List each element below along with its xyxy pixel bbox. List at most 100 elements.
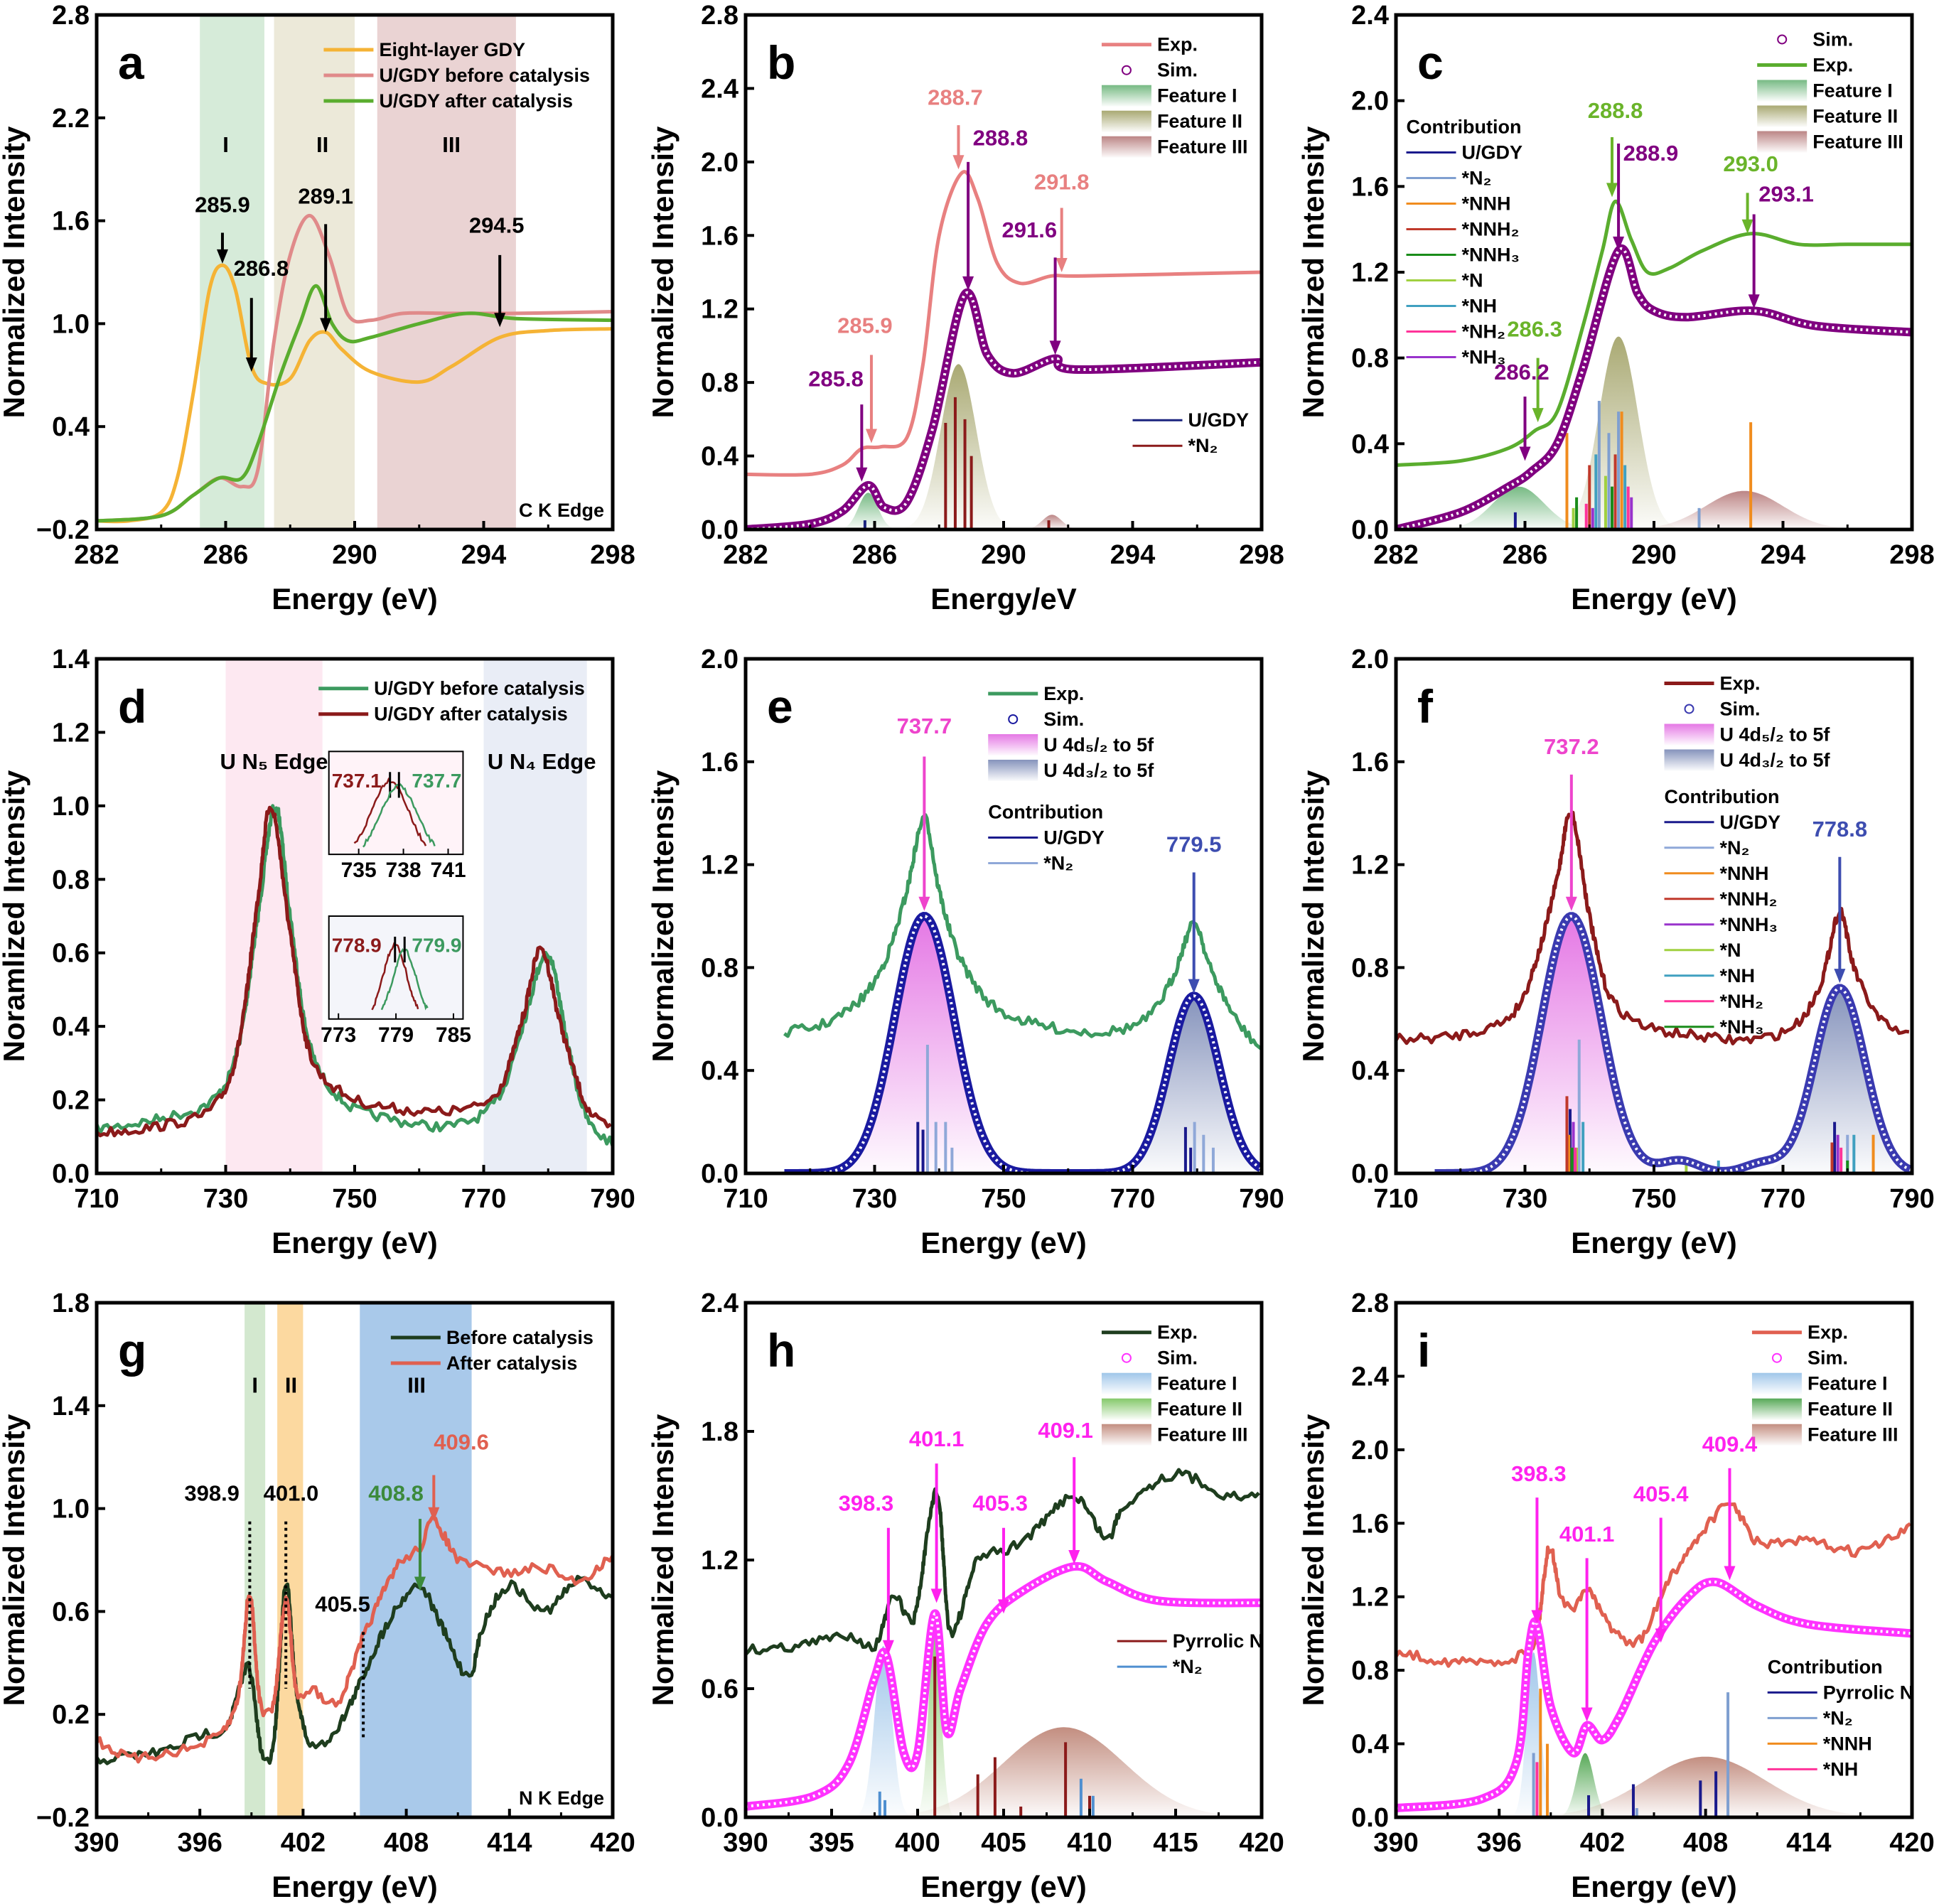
x-tick-label: 298	[1239, 540, 1284, 570]
plot-area	[1396, 810, 1912, 1173]
x-tick-label: 294	[1110, 540, 1155, 570]
y-tick-label: 0.0	[701, 1159, 738, 1189]
legend: Contribution U/GDY *N₂	[988, 801, 1105, 873]
panel-f: 737.2 778.8 710 730 750 770 790 0.0 0.4 0.8 1.2 1.6…	[1296, 645, 1935, 1259]
edge-label: C K Edge	[519, 500, 604, 521]
legend-gradient-swatch	[1101, 1398, 1151, 1420]
shaded-band	[225, 659, 323, 1173]
legend-label: *NNH₂	[1462, 219, 1520, 240]
inset-peak-label: 737.7	[412, 770, 461, 792]
legend-label: Exp.	[1157, 1322, 1198, 1343]
y-axis-label: Normalized Intensity	[646, 770, 680, 1062]
y-tick-label: 2.4	[701, 74, 738, 104]
feature-area	[849, 1646, 918, 1817]
y-tick-label: 2.0	[1351, 1436, 1389, 1465]
inset-tick-label: 773	[321, 1023, 356, 1047]
x-tick-label: 282	[74, 540, 119, 570]
annotation-label: 779.5	[1166, 832, 1222, 857]
panel-h: 398.3 401.1 405.3 409.1 390 395 400 405 410 415 42…	[646, 1289, 1284, 1903]
inset-plot: 735 738 741 737.1 737.7	[328, 751, 466, 882]
legend-label: Exp.	[1720, 672, 1761, 694]
legend-label: U 4d₅/₂ to 5f	[1720, 724, 1831, 745]
feature-area	[887, 364, 1030, 529]
x-tick-label: 402	[281, 1828, 326, 1858]
x-axis-label: Energy (eV)	[1571, 582, 1736, 615]
x-axis-label: Energy (eV)	[272, 1226, 437, 1259]
arrow-head-icon	[918, 896, 930, 911]
inset-peak-label: 737.1	[332, 770, 382, 792]
legend-gradient-swatch	[1751, 1424, 1802, 1446]
y-tick-label: −0.2	[36, 515, 90, 545]
exp-curve	[97, 284, 613, 523]
x-tick-label: 390	[74, 1828, 119, 1858]
x-tick-label: 298	[590, 540, 635, 570]
legend: Exp. Sim. Feature I Feature II Feature III	[1101, 1322, 1247, 1446]
feature-area	[805, 916, 1043, 1173]
y-tick-label: 0.2	[52, 1086, 90, 1116]
arrow-head-icon	[1724, 1566, 1736, 1581]
legend-label: Exp.	[1808, 1322, 1848, 1343]
legend-label: *NNH₃	[1462, 244, 1520, 266]
x-axis-label: Energy (eV)	[920, 1870, 1086, 1903]
y-tick-label: 2.4	[1351, 1, 1389, 31]
annotation-label: 291.6	[1002, 217, 1058, 242]
y-tick-label: 0.0	[701, 1803, 738, 1833]
annotation-label: I	[222, 132, 229, 157]
panel-c: 288.8 288.9 293.0 293.1 286.3 286.2 282 286 290 2…	[1296, 1, 1935, 615]
feature-area	[829, 493, 907, 529]
plot-area	[1396, 199, 1912, 529]
legend: Contribution Pyrrolic N *N₂ *NNH *NH	[1767, 1656, 1913, 1780]
legend-label: *NNH₃	[1720, 914, 1778, 935]
y-axis-label: Normalized Intensity	[0, 126, 31, 418]
x-tick-label: 420	[590, 1828, 635, 1858]
arrow-head-icon	[414, 1576, 426, 1591]
y-tick-label: −0.2	[36, 1803, 90, 1833]
arrow-head-icon	[428, 1507, 440, 1522]
x-tick-label: 290	[332, 540, 377, 570]
arrow-head-icon	[1613, 236, 1625, 251]
legend-label: Feature I	[1157, 85, 1237, 107]
arrow-head-icon	[1049, 340, 1061, 355]
x-tick-label: 790	[590, 1184, 635, 1214]
x-tick-label: 790	[1239, 1184, 1284, 1214]
y-tick-label: 0.8	[1351, 344, 1389, 374]
arrow-head-icon	[1741, 219, 1753, 234]
y-tick-label: 2.0	[701, 645, 738, 674]
inset-tick-label: 735	[341, 859, 377, 882]
x-tick-label: 770	[461, 1184, 506, 1214]
y-axis-label: Noramlized Intensity	[0, 770, 31, 1062]
legend-label: U/GDY after catalysis	[379, 90, 573, 112]
annotation-label: I	[252, 1373, 258, 1398]
y-tick-label: 0.4	[701, 442, 738, 472]
legend-gradient-swatch	[1757, 105, 1808, 127]
legend-label: Exp.	[1812, 54, 1853, 75]
legend-gradient-swatch	[1101, 85, 1151, 107]
legend-label: *NH₃	[1462, 347, 1506, 368]
legend: Pyrrolic N *N₂	[1117, 1630, 1264, 1677]
arrow-head-icon	[882, 1640, 894, 1655]
x-tick-label: 730	[1503, 1184, 1547, 1214]
x-tick-label: 286	[203, 540, 248, 570]
shaded-band	[200, 15, 264, 529]
panel-letter: d	[118, 680, 146, 733]
legend-gradient-swatch	[1757, 131, 1808, 153]
y-axis-label: Normalized Intensity	[1296, 126, 1330, 418]
y-tick-label: 1.6	[701, 221, 738, 251]
legend-label: *NNH	[1823, 1733, 1872, 1754]
annotation-label: 288.7	[928, 85, 983, 110]
legend-label: Feature II	[1808, 1399, 1893, 1420]
y-tick-label: 1.0	[52, 792, 90, 822]
sim-curve	[746, 288, 1262, 529]
annotation-label: 401.1	[909, 1426, 965, 1451]
legend-label: *N₂	[1462, 168, 1492, 189]
legend-label: *N₂	[1043, 852, 1073, 873]
legend-label: Pyrrolic N	[1173, 1630, 1264, 1652]
x-tick-label: 286	[1503, 540, 1547, 570]
legend-label: U/GDY	[1043, 827, 1105, 848]
legend-label: Feature III	[1157, 136, 1248, 158]
y-tick-label: 0.8	[701, 368, 738, 398]
inset-tick-label: 738	[386, 859, 421, 882]
arrow-head-icon	[865, 429, 877, 443]
annotation-label: 286.3	[1507, 317, 1562, 342]
legend-label: *N₂	[1188, 435, 1218, 456]
